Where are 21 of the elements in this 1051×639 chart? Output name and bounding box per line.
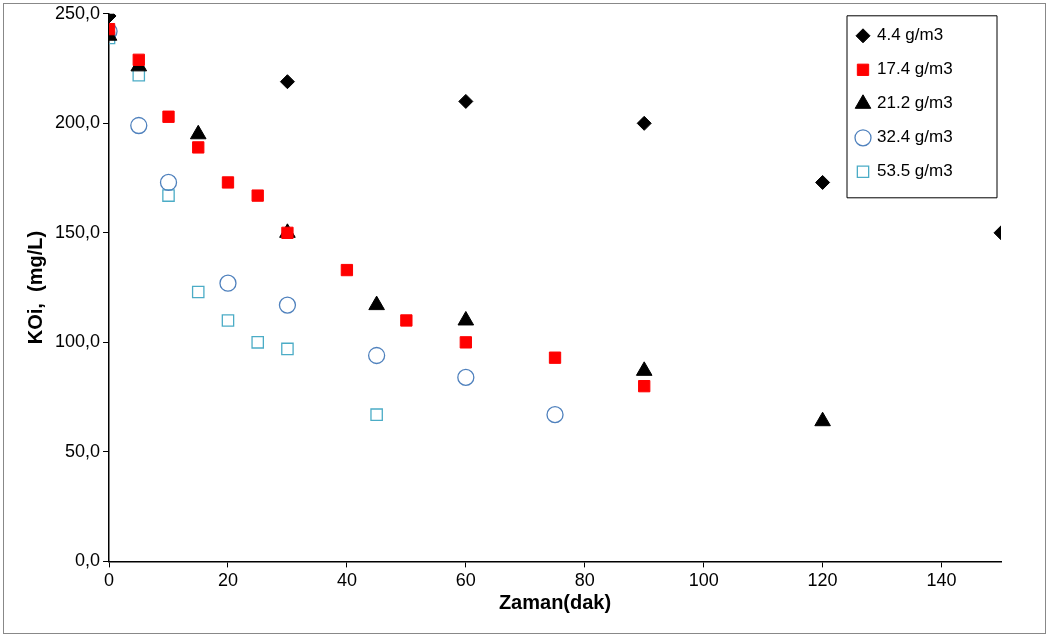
x-tick-label: 60 <box>455 570 476 591</box>
legend-label: 21.2 g/m3 <box>877 93 953 113</box>
y-tick-label: 0,0 <box>75 550 101 571</box>
y-tick-label: 150,0 <box>55 221 101 242</box>
y-tick-label: 50,0 <box>65 440 101 461</box>
x-tick-label: 40 <box>336 570 357 591</box>
y-tick-label: 100,0 <box>55 331 101 352</box>
y-tick-label: 250,0 <box>55 2 101 23</box>
legend-label: 17.4 g/m3 <box>877 59 953 79</box>
x-axis-title: Zaman(dak) <box>498 590 612 613</box>
y-tick-label: 200,0 <box>55 112 101 133</box>
legend-label: 32.4 g/m3 <box>877 127 953 147</box>
x-tick-label: 20 <box>217 570 238 591</box>
legend-label: 53.5 g/m3 <box>877 161 953 181</box>
x-tick-label: 0 <box>104 570 115 591</box>
y-axis-title: KOi, (mg/L) <box>23 230 46 345</box>
x-tick-label: 100 <box>688 570 719 591</box>
x-tick-label: 80 <box>574 570 595 591</box>
x-tick-label: 140 <box>926 570 957 591</box>
legend-label: 4.4 g/m3 <box>877 25 944 45</box>
x-tick-label: 120 <box>807 570 838 591</box>
